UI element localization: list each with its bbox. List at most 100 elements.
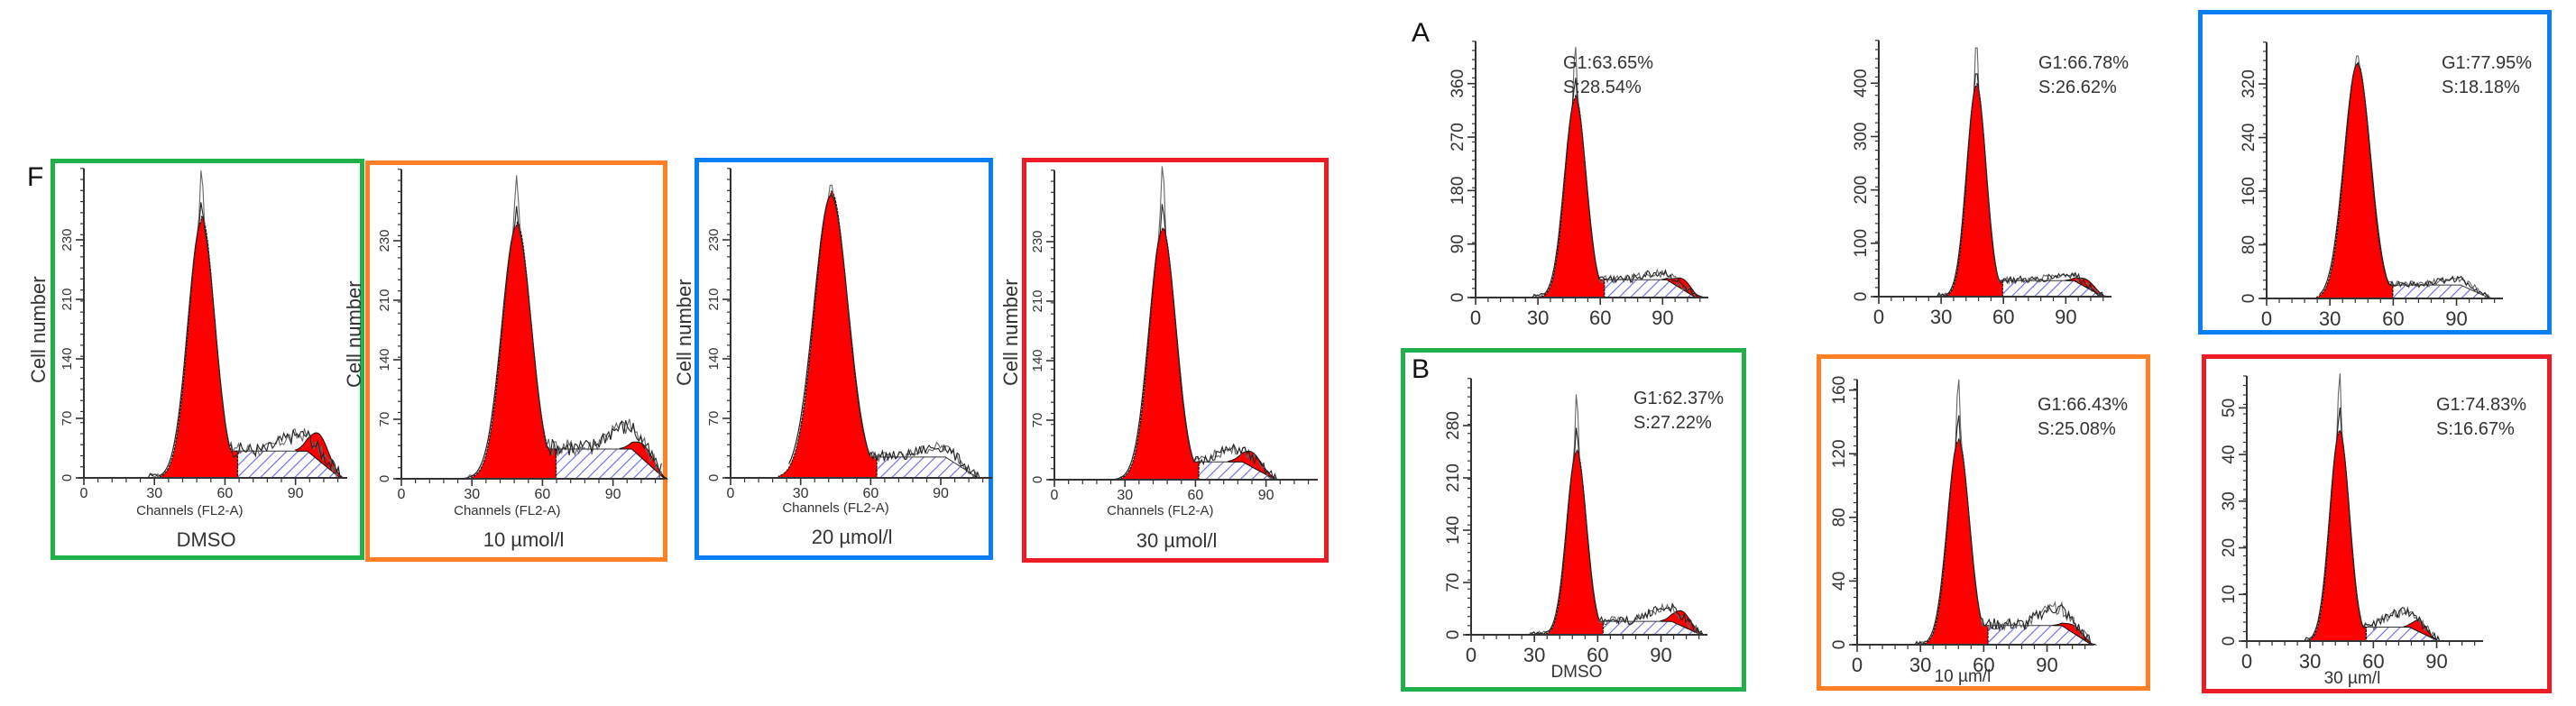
y-tick-label: 70: [60, 411, 75, 426]
y-tick-label: 160: [1830, 376, 1849, 405]
x-tick-label: 0: [1852, 654, 1863, 676]
y-tick-label: 140: [1030, 349, 1045, 371]
y-tick-label: 400: [1852, 69, 1871, 97]
y-tick-label: 0: [1449, 293, 1467, 303]
raw-histogram-outline: [1909, 415, 2092, 646]
x-tick-label: 90: [605, 487, 621, 502]
s-percentage-label: S:25.08%: [2038, 419, 2116, 439]
y-tick-label: 40: [2220, 445, 2239, 464]
y-tick-label: 70: [706, 411, 722, 426]
panel-title: 30 µmol/l: [1136, 529, 1218, 552]
g1-peak-fill: [159, 215, 239, 479]
x-tick-label: 60: [1973, 654, 1994, 676]
histogram-a-20: 0 80 160 240 320 0 30 60 90 G1:77.95% S:18.18%: [2240, 41, 2532, 330]
panel-letter-f: F: [27, 162, 44, 192]
y-tick-label: 210: [706, 288, 722, 310]
histogram-b-dmso: 0 70 140 210 280 0 30 60 90 DMSO G1:62.37% S:27.22%: [1444, 378, 1724, 682]
histogram-f-20: 0 70 140 210 230 0 30 60 90 Channels (FL2-A) 20 µm…: [706, 168, 992, 548]
y-tick-label: 80: [1830, 508, 1849, 527]
x-tick-label: 90: [1650, 644, 1671, 666]
y-tick-label: 0: [60, 474, 75, 481]
g1-percentage-label: G1:63.65%: [1563, 53, 1653, 73]
x-tick-label: 60: [1992, 306, 2014, 328]
y-tick-label: 360: [1449, 69, 1467, 98]
raw-histogram-outline: [1523, 427, 1705, 636]
panel-letter-a: A: [1412, 18, 1431, 48]
histogram-a-dmso: 0 90 180 270 360 0 30 60 90 G1:63.65% S:28.54%: [1449, 41, 1708, 329]
y-tick-label: 120: [1830, 439, 1849, 468]
x-axis-label: Channels (FL2-A): [454, 503, 560, 518]
g1-peak-fill: [2316, 61, 2394, 299]
y-tick-label: 210: [60, 288, 75, 310]
panel-title: DMSO: [1550, 663, 1602, 682]
frame-a-20: [2198, 10, 2552, 335]
y-tick-label: 0: [377, 475, 392, 482]
s-percentage-label: S:28.54%: [1563, 78, 1642, 97]
y-tick-label: 0: [1030, 476, 1045, 483]
s-percentage-label: S:16.67%: [2436, 419, 2515, 439]
g1-percentage-label: G1:77.95%: [2442, 53, 2532, 73]
y-tick-label: 320: [2240, 69, 2259, 98]
x-tick-label: 90: [2445, 307, 2467, 330]
x-tick-label: 90: [1651, 307, 1673, 329]
frame-f-30: [1022, 158, 1329, 563]
g1-peak-fill: [1120, 227, 1200, 481]
s-percentage-label: S:18.18%: [2442, 78, 2520, 97]
y-tick-label: 70: [1444, 573, 1463, 591]
x-axis-label: Channels (FL2-A): [1107, 503, 1213, 518]
y-tick-label: 0: [2240, 294, 2259, 304]
g1-peak-fill: [777, 190, 878, 479]
x-tick-label: 60: [535, 487, 551, 502]
y-tick-label: 100: [1852, 229, 1871, 258]
y-tick-label: 50: [2220, 399, 2239, 417]
histogram-a-10: 0 100 200 300 400 0 30 60 90 G1:66.78% S:26.62%: [1852, 40, 2129, 328]
raw-histogram-outline: [143, 202, 345, 479]
g1-peak-fill: [1946, 82, 2003, 298]
x-axis-label: Channels (FL2-A): [136, 503, 243, 518]
g1-peak-fill: [1545, 448, 1605, 636]
g1-peak-fill: [1924, 437, 1989, 646]
g1-peak-fill: [1541, 94, 1605, 298]
y-tick-label: 140: [60, 347, 75, 370]
raw-histogram-outline: [143, 170, 345, 479]
x-tick-label: 0: [1051, 488, 1059, 503]
y-tick-label: 210: [377, 289, 392, 311]
y-tick-label: 0: [1830, 640, 1849, 650]
g1-peak-fill: [2308, 430, 2368, 642]
x-tick-label: 90: [1258, 488, 1274, 503]
x-tick-label: 90: [2055, 306, 2076, 328]
x-tick-label: 60: [1589, 307, 1611, 329]
s-percentage-label: S:27.22%: [1633, 413, 1712, 433]
x-tick-label: 60: [862, 486, 879, 501]
x-tick-label: 60: [2362, 650, 2384, 673]
y-tick-label: 0: [2220, 637, 2239, 646]
y-tick-label: 200: [1852, 176, 1871, 205]
y-tick-label: 300: [1852, 123, 1871, 151]
y-tick-label: 240: [2240, 124, 2259, 152]
x-tick-label: 0: [1873, 306, 1884, 328]
raw-histogram-outline: [2319, 63, 2500, 299]
y-tick-label: 210: [1030, 289, 1045, 312]
x-tick-label: 30: [1909, 654, 1931, 676]
x-tick-label: 60: [217, 486, 234, 501]
raw-histogram-outline: [1930, 73, 2109, 298]
x-tick-label: 30: [1527, 307, 1549, 329]
panel-title: 10 µm/l: [1935, 667, 1992, 686]
x-tick-label: 90: [288, 486, 304, 501]
x-tick-label: 90: [2036, 654, 2057, 676]
y-tick-label: 230: [60, 228, 75, 251]
y-tick-label: 140: [1444, 516, 1463, 545]
ylabel-f-20: Cell number: [673, 279, 695, 386]
x-tick-label: 0: [80, 486, 88, 501]
x-tick-label: 30: [2319, 307, 2341, 330]
y-tick-label: 280: [1444, 411, 1463, 440]
y-tick-label: 230: [706, 228, 722, 251]
y-tick-label: 70: [1030, 413, 1045, 428]
histogram-b-30: 0 10 20 30 40 50 0 30 60 90 30 µm/l G1:74.83% S:16.6…: [2220, 372, 2526, 688]
panel-letter-b: B: [1412, 354, 1431, 384]
y-tick-label: 230: [377, 229, 392, 252]
x-tick-label: 0: [398, 487, 406, 502]
x-tick-label: 60: [1188, 488, 1204, 503]
panel-title: DMSO: [177, 528, 236, 551]
y-tick-label: 140: [377, 348, 392, 371]
